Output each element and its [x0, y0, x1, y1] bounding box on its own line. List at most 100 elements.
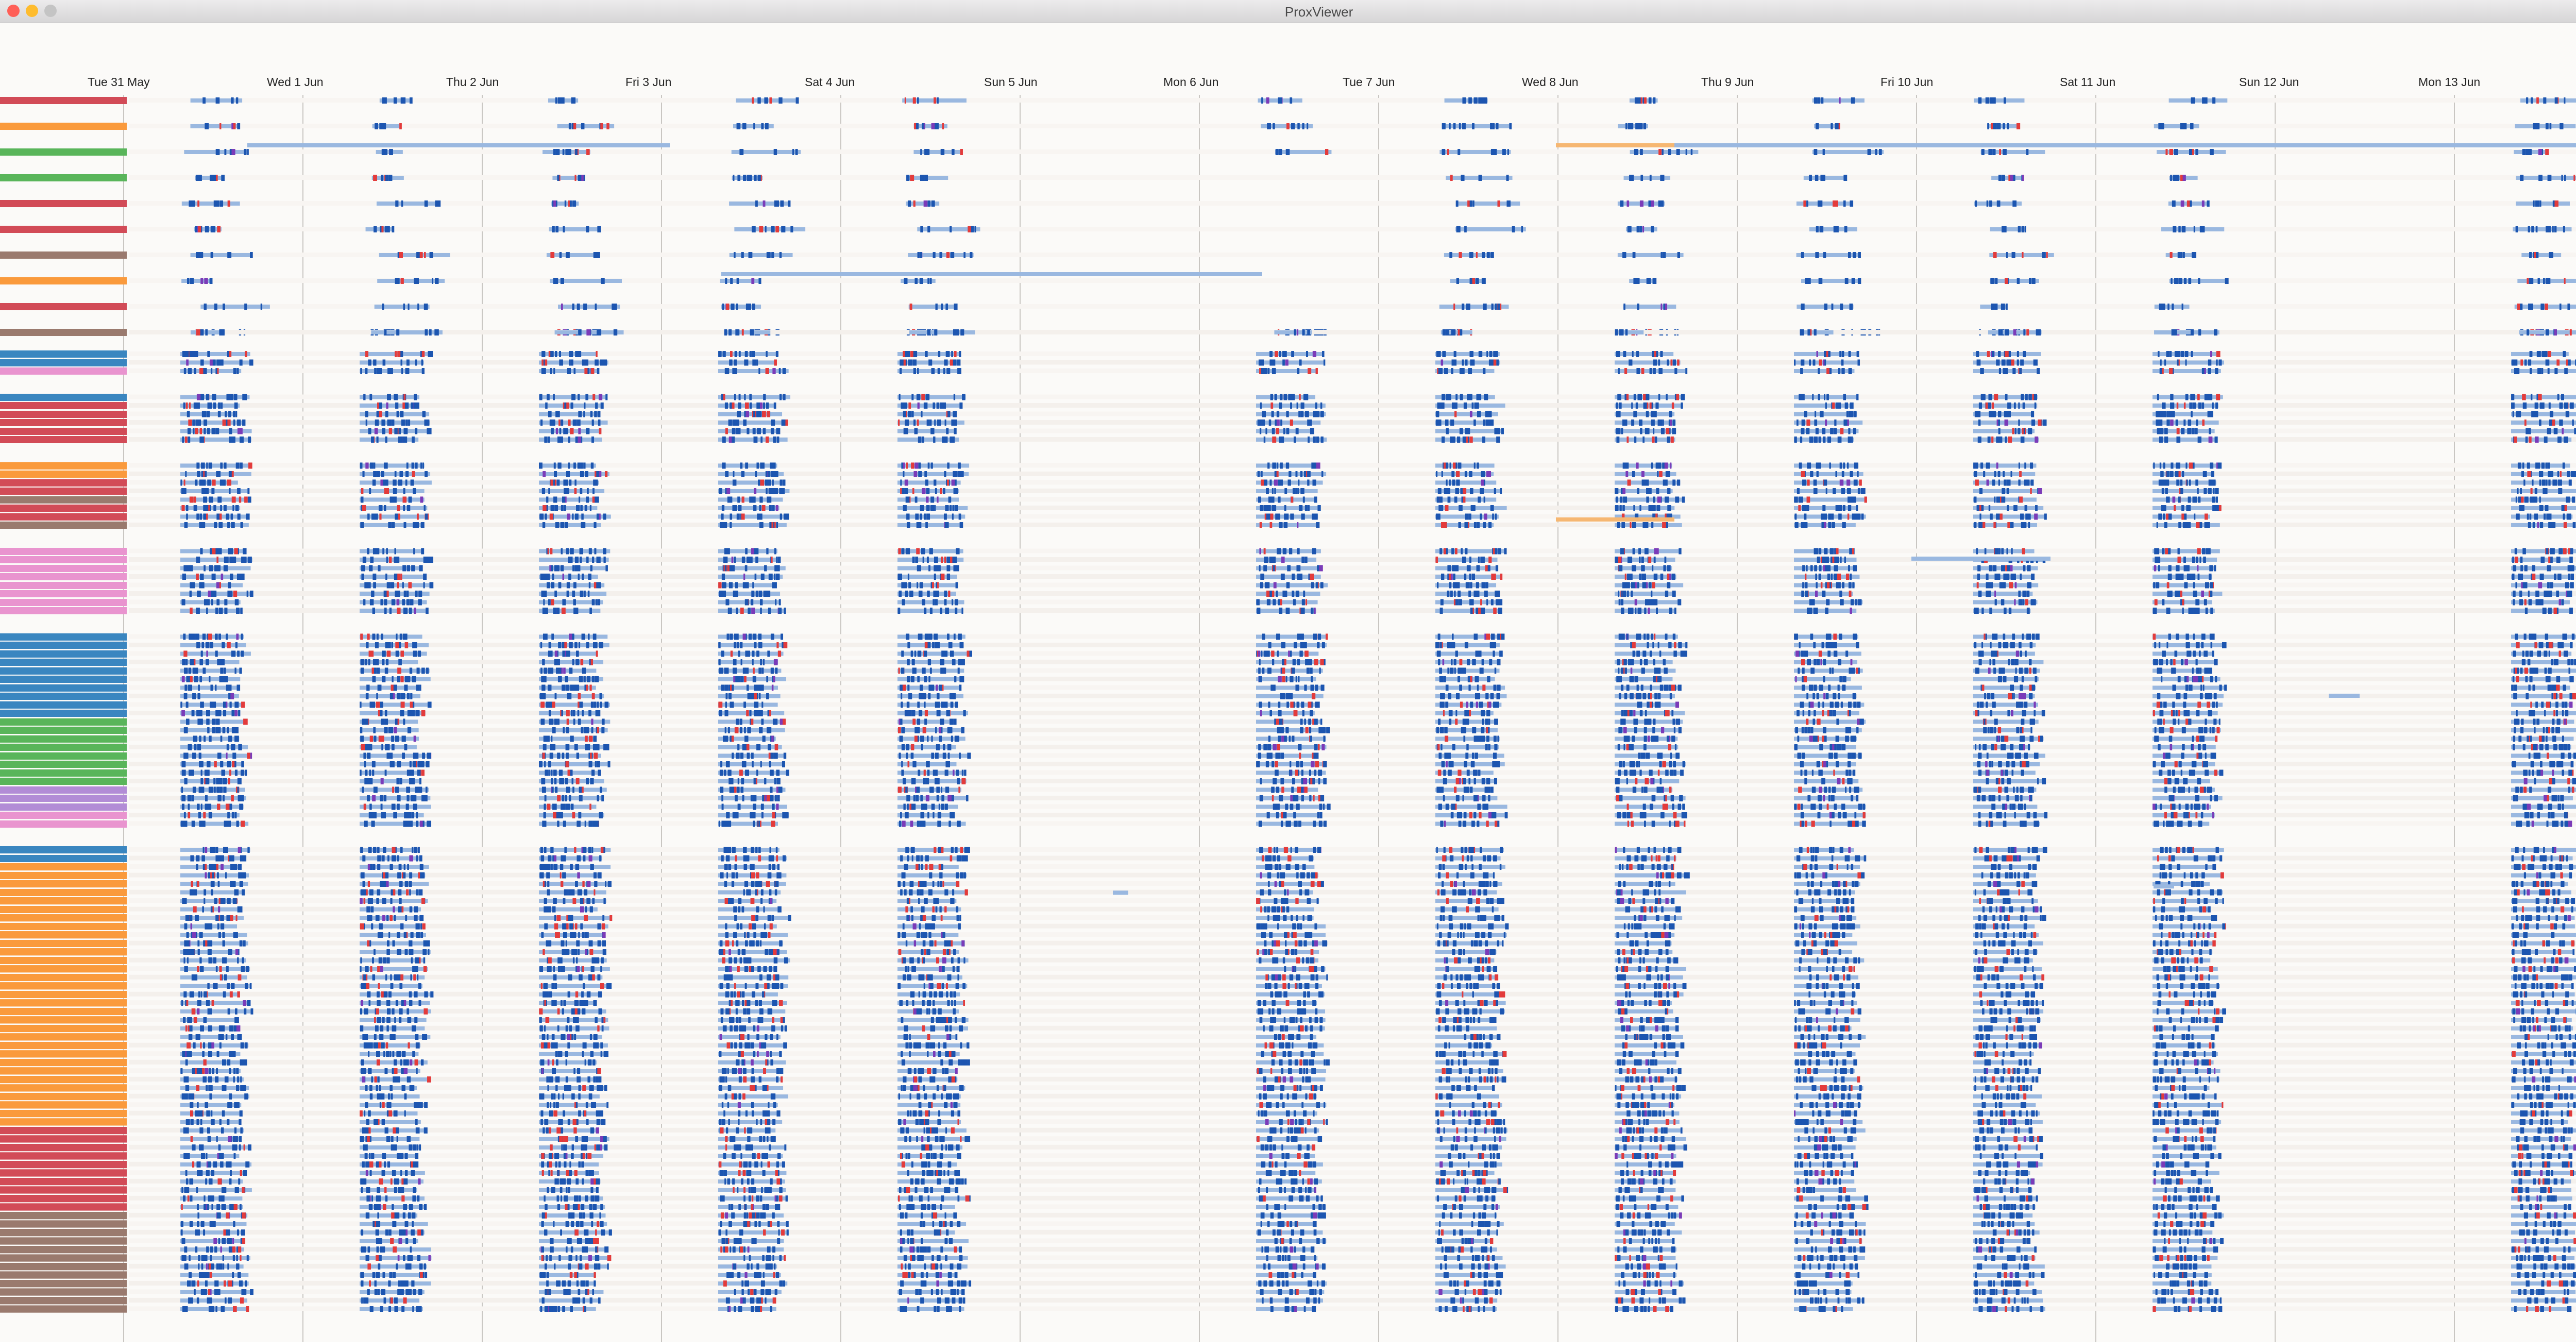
- contact-tick: [748, 608, 751, 614]
- contact-tick: [1484, 394, 1487, 400]
- contact-tick: [1270, 591, 1275, 597]
- contact-tick: [937, 642, 940, 648]
- presence-bar: [897, 575, 957, 579]
- contact-tick: [232, 505, 234, 511]
- contact-tick: [1282, 659, 1286, 665]
- contact-tick: [1454, 565, 1459, 572]
- contact-tick: [1631, 420, 1635, 426]
- contact-tick: [1486, 351, 1488, 357]
- contact-tick: [2559, 402, 2563, 409]
- contact-tick: [597, 557, 601, 563]
- contact-tick: [722, 437, 726, 443]
- minimize-window-button[interactable]: [26, 5, 38, 17]
- contact-tick: [1848, 505, 1852, 511]
- contact-tick: [388, 522, 392, 528]
- contact-tick: [1652, 513, 1655, 520]
- contact-tick: [920, 149, 922, 155]
- contact-tick: [2565, 437, 2568, 443]
- contact-tick: [1671, 402, 1674, 409]
- contact-tick: [2185, 394, 2189, 400]
- contact-tick: [2529, 437, 2532, 443]
- contact-tick: [1465, 359, 1468, 366]
- contact-tick: [2034, 402, 2037, 409]
- contact-tick: [962, 394, 965, 400]
- presence-bar: [1256, 506, 1318, 510]
- contact-tick: [1259, 368, 1261, 374]
- contact-tick: [1297, 633, 1301, 640]
- contact-tick: [721, 505, 725, 511]
- contact-tick: [224, 608, 228, 614]
- presence-bar: [2511, 566, 2576, 571]
- contact-tick: [229, 149, 233, 155]
- contact-tick: [1500, 488, 1502, 494]
- contact-tick: [1490, 123, 1493, 129]
- contact-tick: [1469, 471, 1472, 477]
- presence-bar: [1794, 489, 1866, 493]
- contact-tick: [227, 642, 231, 648]
- contact-tick: [403, 304, 405, 310]
- presence-bar: [729, 253, 793, 257]
- contact-tick: [1446, 479, 1448, 486]
- contact-tick: [1264, 557, 1266, 563]
- contact-tick: [1979, 513, 1981, 520]
- contact-tick: [2208, 488, 2212, 494]
- contact-tick: [771, 557, 773, 563]
- contact-tick: [2224, 642, 2227, 648]
- contact-tick: [404, 642, 409, 648]
- contact-tick: [727, 608, 730, 614]
- contact-tick: [2567, 591, 2571, 597]
- contact-tick: [388, 175, 391, 181]
- contact-tick: [1838, 513, 1842, 520]
- close-window-button[interactable]: [7, 5, 20, 17]
- presence-bar: [180, 634, 244, 639]
- contact-tick: [550, 548, 553, 555]
- contact-tick: [2539, 471, 2543, 477]
- contact-tick: [2005, 304, 2008, 310]
- contact-tick: [1489, 351, 1493, 357]
- contact-tick: [365, 462, 369, 469]
- contact-tick: [199, 368, 204, 374]
- contact-tick: [1264, 479, 1267, 486]
- contact-tick: [399, 633, 402, 640]
- contact-tick: [2175, 471, 2177, 477]
- presence-bar: [180, 660, 240, 664]
- contact-tick: [729, 359, 733, 366]
- contact-tick: [189, 402, 191, 409]
- timeline-plot[interactable]: [0, 23, 2576, 1342]
- contact-tick: [909, 304, 912, 310]
- contact-tick: [1460, 488, 1463, 494]
- contact-tick: [1458, 226, 1461, 232]
- contact-tick: [1854, 513, 1859, 520]
- contact-tick: [2544, 513, 2546, 520]
- contact-tick: [776, 522, 778, 528]
- zoom-window-button[interactable]: [44, 5, 57, 17]
- contact-tick: [587, 591, 590, 597]
- contact-tick: [1277, 462, 1279, 469]
- contact-tick: [1449, 479, 1451, 486]
- contact-tick: [745, 650, 749, 657]
- timeline-canvas[interactable]: Tue 31 May Wed 1 Jun Thu 2 Jun Fri 3 Jun Sat…: [0, 23, 2576, 1342]
- contact-tick: [1480, 608, 1484, 614]
- presence-bar: [2511, 634, 2576, 639]
- contact-tick: [1976, 505, 1979, 511]
- presence-bar: [1435, 395, 1495, 399]
- contact-tick: [2181, 574, 2184, 580]
- contact-tick: [1628, 123, 1631, 129]
- contact-tick: [1848, 565, 1850, 572]
- contact-tick: [548, 599, 551, 606]
- presence-bar: [1987, 124, 2018, 128]
- contact-tick: [2545, 123, 2549, 129]
- contact-tick: [1459, 123, 1461, 129]
- presence-bar: [1814, 124, 1840, 128]
- contact-tick: [544, 608, 548, 614]
- contact-tick: [2559, 304, 2562, 310]
- contact-tick: [2003, 123, 2005, 129]
- contact-tick: [2541, 351, 2546, 357]
- contact-tick: [1648, 278, 1651, 284]
- contact-tick: [1300, 642, 1303, 648]
- contact-tick: [1477, 522, 1480, 528]
- contact-tick: [744, 402, 749, 409]
- contact-tick: [1438, 496, 1443, 503]
- contact-tick: [783, 226, 786, 232]
- contact-tick: [1312, 548, 1316, 555]
